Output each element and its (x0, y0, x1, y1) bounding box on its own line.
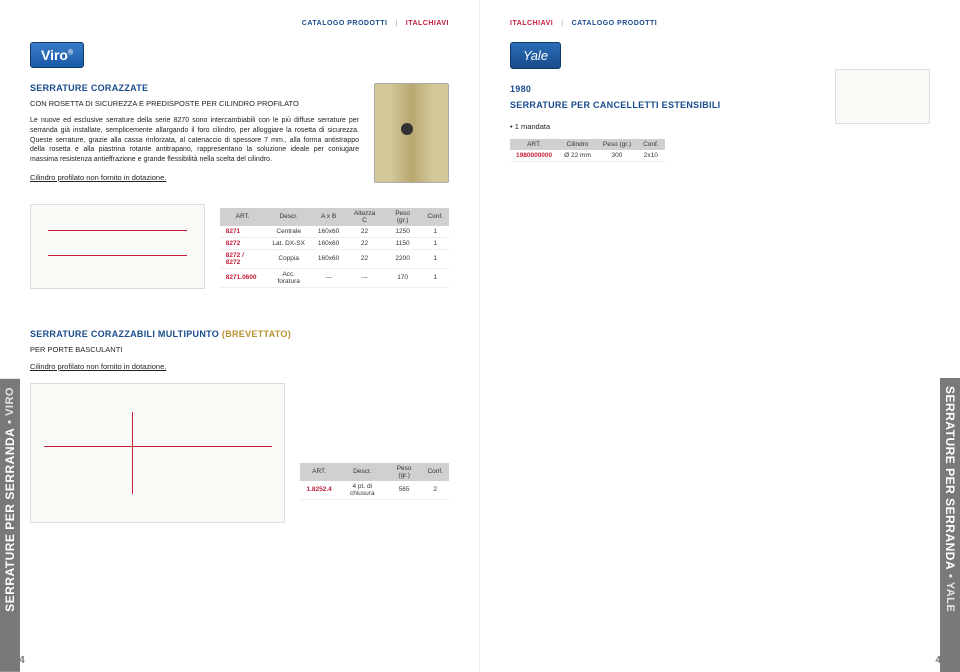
side-tab-right: SERRATURE PER SERRANDA • YALE (940, 378, 960, 672)
th: Peso (gr.) (387, 463, 422, 481)
th: ART. (300, 463, 337, 481)
th: Cilindro (558, 139, 597, 150)
th: ART. (220, 208, 266, 226)
side-tab-left: SERRATURE PER SERRANDA • VIRO (0, 379, 20, 672)
th: ART. (510, 139, 558, 150)
body-text-1: Le nuove ed esclusive serrature della se… (30, 116, 359, 165)
th: Peso (gr.) (597, 139, 637, 150)
hdr-brand: ITALCHIAVI (406, 20, 449, 27)
section-title-2: SERRATURE CORAZZABILI MULTIPUNTO (BREVET… (30, 329, 449, 339)
page-number-left: 404 (8, 655, 25, 666)
hdr-sep: | (395, 20, 397, 27)
th: Conf. (421, 208, 449, 226)
hdr-brand: ITALCHIAVI (510, 20, 553, 27)
note-2: Cilindro profilato non fornito in dotazi… (30, 362, 449, 371)
viro-logo: Viro® (30, 42, 84, 68)
lock-image-1 (374, 83, 449, 194)
yale-logo: Yale (510, 42, 561, 69)
th: A x B (312, 208, 345, 226)
note-1: Cilindro profilato non fornito in dotazi… (30, 173, 359, 182)
subtitle-1: CON ROSETTA DI SICUREZZA E PREDISPOSTE P… (30, 99, 359, 108)
th: Conf. (421, 463, 449, 481)
table-row: 8271Centrale160x602212501 (220, 226, 449, 238)
hdr-sep: | (561, 20, 563, 27)
spec-table-1: ART. Descr. A x B Altezza C Peso (gr.) C… (220, 208, 449, 288)
table-row: 1980000000Ø 22 mm3002x10 (510, 150, 665, 162)
table-row: 8271.0600Acc. foratura------1701 (220, 268, 449, 287)
subtitle-2: PER PORTE BASCULANTI (30, 345, 449, 354)
yale-logo-wrap: Yale (510, 42, 561, 69)
header-left: CATALOGO PRODOTTI | ITALCHIAVI (30, 20, 449, 27)
th: Altezza C (345, 208, 384, 226)
viro-logo-wrap: Viro® (30, 42, 84, 68)
spec-table-3: ART. Cilindro Peso (gr.) Conf. 198000000… (510, 139, 665, 162)
technical-diagram-3 (835, 69, 930, 124)
page-right: ITALCHIAVI | CATALOGO PRODOTTI Yale 1980… (480, 0, 960, 672)
th: Conf. (637, 139, 665, 150)
header-right: ITALCHIAVI | CATALOGO PRODOTTI (510, 20, 930, 27)
page-left: CATALOGO PRODOTTI | ITALCHIAVI Viro® SER… (0, 0, 480, 672)
spec-table-2: ART. Descr. Peso (gr.) Conf. 1.8252.44 p… (300, 463, 449, 500)
table-row: 1.8252.44 pt. di chiusura5652 (300, 481, 449, 500)
technical-diagram-1 (30, 204, 205, 289)
technical-diagram-2 (30, 383, 285, 523)
hdr-catalogo: CATALOGO PRODOTTI (302, 20, 388, 27)
th: Descr. (338, 463, 387, 481)
hdr-catalogo: CATALOGO PRODOTTI (572, 20, 658, 27)
table-row: 8272 / 8272Coppia160x602222001 (220, 249, 449, 268)
th: Descr. (265, 208, 311, 226)
table-row: 8272Lat. DX-SX160x602211501 (220, 237, 449, 249)
page-number-right: 405 (935, 655, 952, 666)
th: Peso (gr.) (384, 208, 422, 226)
section-title-1: SERRATURE CORAZZATE (30, 83, 359, 93)
